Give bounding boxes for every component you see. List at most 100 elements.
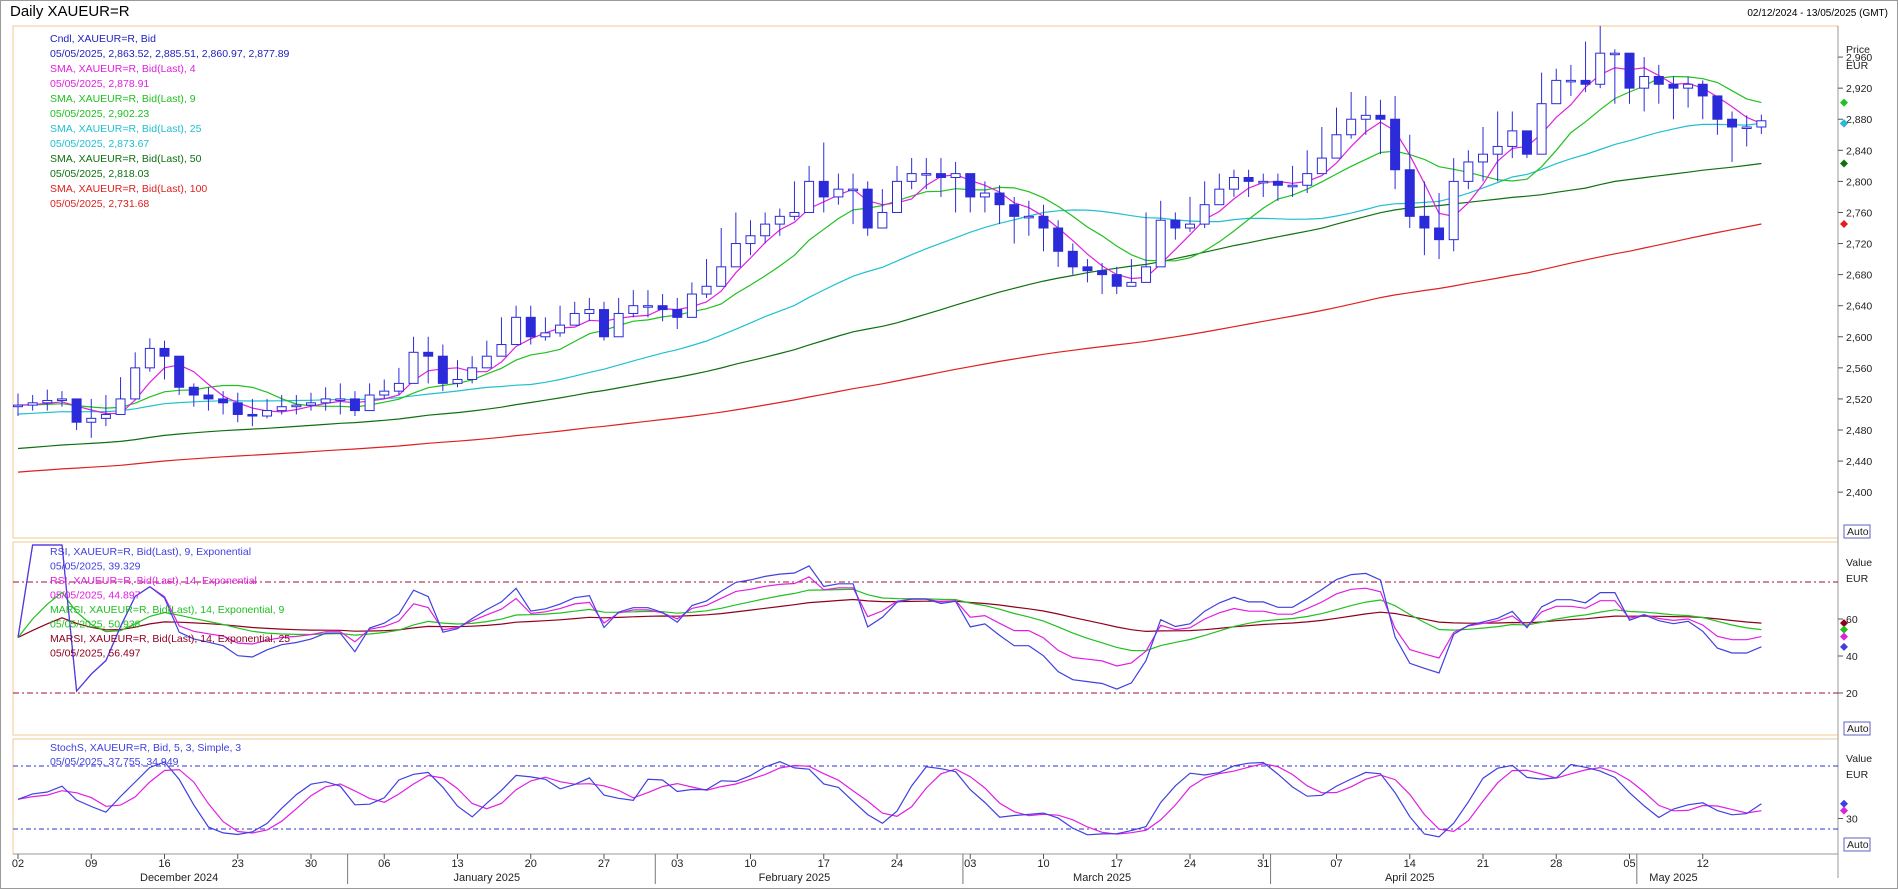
candle-down: [672, 309, 683, 318]
candle-down: [657, 305, 668, 311]
price-legend-name: SMA, XAUEUR=R, Bid(Last), 9: [50, 93, 196, 105]
x-tick-label: 30: [305, 858, 317, 870]
candle-down: [994, 192, 1005, 206]
rsi-ytick-label: 20: [1846, 688, 1858, 700]
candle-up: [467, 367, 478, 381]
price-legend-value: 05/05/2025, 2,878.91: [50, 78, 149, 90]
candle-up: [774, 215, 785, 225]
candle-down: [349, 398, 360, 412]
candle-down: [1097, 270, 1108, 276]
candle-up: [1316, 157, 1327, 175]
price-legend-value: 05/05/2025, 2,731.68: [50, 198, 149, 210]
price-legend-value: 05/05/2025, 2,902.23: [50, 108, 149, 120]
rsi-auto-button[interactable]: [1843, 721, 1871, 736]
month-label: April 2025: [1385, 872, 1435, 884]
candle-up: [481, 355, 492, 369]
candle-down: [1082, 266, 1093, 272]
candle-up: [1536, 103, 1547, 155]
sma100-line: [17, 223, 1762, 473]
stochK-last-marker: [1840, 799, 1848, 808]
price-axis-unit: EUR: [1846, 60, 1869, 72]
stoch-legend-name: StochS, XAUEUR=R, Bid, 5, 3, Simple, 3: [50, 742, 241, 754]
candle-up: [335, 398, 346, 401]
stoch-axis-unit: EUR: [1846, 769, 1869, 781]
candle-up: [86, 417, 97, 423]
rsi-legend-name: MARSI, XAUEUR=R, Bid(Last), 14, Exponent…: [50, 604, 284, 616]
price-legend-value: 05/05/2025, 2,873.67: [50, 138, 149, 150]
price-ytick-label: 2,480: [1846, 425, 1872, 437]
candle-up: [1302, 173, 1313, 186]
candle-up: [1258, 180, 1269, 184]
candle-up: [1609, 52, 1620, 56]
candle-up: [1199, 204, 1210, 225]
candle-up: [1507, 130, 1518, 147]
x-tick-label: 03: [671, 858, 683, 870]
x-tick-label: 27: [598, 858, 610, 870]
candle-down: [1727, 118, 1738, 128]
rsi-auto-label[interactable]: Auto: [1847, 723, 1869, 735]
candle-up: [42, 399, 53, 404]
sma50-last-marker: [1840, 159, 1848, 168]
stoch-auto-label[interactable]: Auto: [1847, 839, 1869, 851]
candle-up: [511, 316, 522, 346]
candle-up: [1185, 223, 1195, 229]
candle-up: [555, 324, 566, 334]
rsi-legend-name: RSI, XAUEUR=R, Bid(Last), 9, Exponential: [50, 546, 251, 558]
candle-up: [642, 305, 653, 308]
sma25-line: [17, 122, 1762, 415]
candle-up: [848, 188, 859, 192]
price-panel-border: [12, 25, 1839, 539]
month-label: March 2025: [1073, 872, 1131, 884]
candle-up: [789, 211, 800, 217]
candle-up: [1492, 145, 1503, 155]
chart-title: Daily XAUEUR=R: [10, 3, 130, 20]
sma25-last-marker: [1840, 119, 1848, 128]
x-tick-label: 12: [1697, 858, 1709, 870]
candle-up: [906, 173, 917, 182]
price-auto-button[interactable]: [1843, 524, 1871, 539]
stoch-axis-title: Value: [1846, 753, 1872, 765]
candle-up: [701, 285, 712, 295]
candle-down: [1009, 204, 1020, 217]
price-auto-label[interactable]: Auto: [1847, 526, 1869, 538]
x-tick-label: 13: [451, 858, 463, 870]
candle-down: [1653, 76, 1664, 85]
candle-down: [525, 316, 536, 338]
x-tick-label: 06: [378, 858, 390, 870]
candle-down: [247, 413, 258, 417]
candle-down: [1521, 130, 1532, 155]
panel-borders: [12, 25, 1839, 878]
candle-down: [862, 188, 873, 229]
candle-down: [232, 402, 243, 415]
candle-down: [174, 355, 185, 388]
sma4-line: [17, 67, 1762, 415]
candle-up: [393, 382, 404, 392]
candle-up: [306, 402, 316, 406]
candle-down: [71, 398, 82, 423]
candle-up: [760, 223, 771, 237]
candle-down: [159, 347, 170, 357]
candle-down: [935, 173, 946, 179]
candle-up: [1360, 114, 1371, 120]
month-label: May 2025: [1649, 872, 1697, 884]
x-tick-label: 31: [1257, 858, 1269, 870]
x-tick-label: 03: [964, 858, 976, 870]
price-legend-value: 05/05/2025, 2,818.03: [50, 168, 149, 180]
candle-up: [115, 398, 126, 415]
candle-up: [540, 332, 551, 338]
candle-down: [818, 180, 829, 198]
stoch-d-line: [17, 763, 1762, 835]
candle-down: [1697, 83, 1708, 97]
candle-down: [1712, 95, 1723, 120]
candle-up: [1551, 79, 1562, 105]
candle-up: [1595, 52, 1606, 85]
price-ytick-label: 2,960: [1846, 52, 1872, 64]
stoch-auto-button[interactable]: [1843, 837, 1871, 852]
price-legend-name: Cndl, XAUEUR=R, Bid: [50, 33, 156, 45]
candle-up: [686, 293, 697, 318]
candle-down: [1053, 227, 1064, 252]
candle-up: [1346, 118, 1357, 136]
price-ytick-label: 2,400: [1846, 487, 1872, 499]
candle-up: [27, 402, 38, 406]
